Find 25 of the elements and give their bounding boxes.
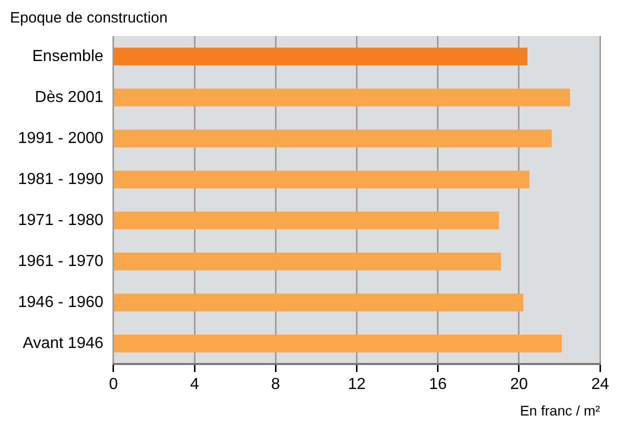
y-tick-label: 1961 - 1970 [18, 252, 104, 270]
x-tick-label: 8 [271, 376, 280, 394]
y-tick-label: Ensemble [32, 48, 104, 65]
x-tick-label: 4 [190, 376, 200, 394]
x-tick-label: 20 [510, 376, 528, 394]
y-tick-label: 1946 - 1960 [18, 294, 104, 311]
bar [114, 88, 570, 106]
y-tick-label: Dès 2001 [34, 88, 104, 106]
x-axis-title: En franc / m² [520, 402, 600, 418]
bar [114, 334, 562, 352]
y-axis-title: Epoque de construction [10, 10, 168, 27]
y-tick-label: Avant 1946 [22, 334, 104, 352]
bar [114, 170, 530, 188]
x-tick-label: 0 [108, 376, 118, 394]
bar [114, 294, 524, 312]
x-tick-label: 12 [348, 376, 366, 394]
bar [114, 252, 502, 270]
bar [114, 48, 528, 66]
bar [114, 212, 500, 230]
y-tick-label: 1981 - 1990 [18, 170, 104, 188]
x-tick-label: 16 [428, 376, 447, 394]
x-tick-label: 24 [591, 376, 610, 394]
y-tick-label: 1971 - 1980 [18, 212, 104, 229]
bar [114, 130, 552, 148]
y-tick-label: 1991 - 2000 [18, 130, 104, 147]
